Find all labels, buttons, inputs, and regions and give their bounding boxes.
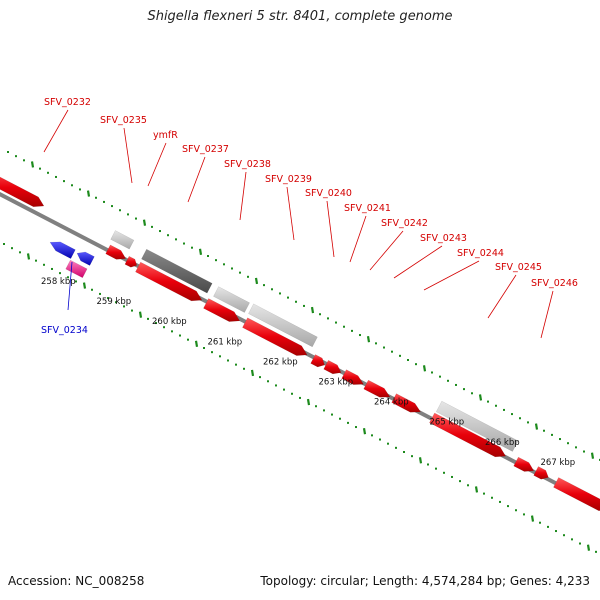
label-leader-line xyxy=(286,186,295,241)
gene-arrow-reverse xyxy=(49,241,76,259)
gc-mark xyxy=(534,423,539,430)
gene-arrow xyxy=(429,412,507,458)
accession-text: Accession: NC_008258 xyxy=(8,574,145,588)
label-leader-line xyxy=(147,142,167,187)
gene-label: SFV_0244 xyxy=(457,248,504,259)
gene-arrow xyxy=(533,466,549,480)
ruler-tick-label: 263 kbp xyxy=(319,378,354,388)
gc-skew-track xyxy=(3,151,600,553)
ruler-tick-label: 264 kbp xyxy=(374,398,409,408)
ruler-tick-label: 259 kbp xyxy=(97,297,132,307)
gene-label: SFV_0241 xyxy=(344,203,391,214)
pseudogene-bar xyxy=(248,303,318,348)
label-leader-line xyxy=(67,261,73,311)
gene-arrow xyxy=(513,456,535,472)
gene-label: SFV_0237 xyxy=(182,144,229,155)
label-leader-line xyxy=(123,127,133,184)
feature-track xyxy=(0,176,600,511)
ruler-tick-label: 267 kbp xyxy=(541,458,576,468)
gc-mark xyxy=(30,161,35,168)
gene-arrow xyxy=(341,369,364,385)
ruler-tick-label: 260 kbp xyxy=(152,317,187,327)
gene-arrow xyxy=(323,359,342,375)
gc-mark xyxy=(86,190,91,197)
gc-mark xyxy=(82,282,87,289)
gene-label: SFV_0234 xyxy=(41,325,88,336)
gc-mark xyxy=(138,311,143,318)
gene-arrow-sfv0232 xyxy=(0,176,45,207)
ruler-tick-label: 265 kbp xyxy=(430,418,465,428)
label-leader-line xyxy=(487,274,517,319)
label-leader-line xyxy=(393,245,443,279)
pseudogene-bar-dark xyxy=(141,248,213,294)
label-leader-line xyxy=(326,200,335,258)
genome-stats-text: Topology: circular; Length: 4,574,284 bp… xyxy=(260,574,590,588)
gene-arrow xyxy=(135,261,203,302)
gene-arrow-reverse xyxy=(76,251,95,266)
ruler-tick-label: 258 kbp xyxy=(41,277,76,287)
gene-arrow xyxy=(242,317,308,356)
pseudogene-bar xyxy=(110,230,135,250)
gene-label: SFV_0243 xyxy=(420,233,467,244)
label-track: SFV_0232 SFV_0235 ymfR SFV_0237 SFV_0238 SFV_… xyxy=(41,97,578,339)
gene-arrow xyxy=(310,354,325,368)
gene-arrow xyxy=(391,393,422,413)
gc-mark xyxy=(26,253,31,260)
gc-mark xyxy=(306,398,311,406)
gc-mark xyxy=(250,369,255,377)
gc-mark xyxy=(418,457,423,464)
label-leader-line xyxy=(43,109,69,153)
label-leader-line xyxy=(540,290,554,339)
gc-mark xyxy=(590,452,595,459)
pseudogene-bar xyxy=(435,400,519,452)
label-leader-line xyxy=(423,260,480,291)
gc-mark xyxy=(310,306,315,314)
gc-mark xyxy=(194,340,199,348)
gene-label: SFV_0239 xyxy=(265,174,312,185)
gc-mark xyxy=(254,277,259,285)
gc-mark xyxy=(198,248,203,256)
gc-track-inner xyxy=(3,243,597,553)
gene-arrow xyxy=(203,298,241,322)
gc-mark xyxy=(142,219,147,226)
gc-mark xyxy=(478,394,483,401)
gene-arrow xyxy=(553,477,600,511)
gene-label: SFV_0232 xyxy=(44,97,91,108)
genome-title: Shigella flexneri 5 str. 8401, complete … xyxy=(147,9,453,24)
gc-track-outer xyxy=(7,151,600,461)
rna-feature xyxy=(65,259,88,279)
gene-label: SFV_0242 xyxy=(381,218,428,229)
ruler-tick-label: 266 kbp xyxy=(485,438,520,448)
ruler-track: 258 kbp 259 kbp 260 kbp 261 kbp 262 kbp 263 k… xyxy=(41,277,575,468)
label-leader-line xyxy=(187,156,206,203)
gc-mark xyxy=(422,365,427,372)
gene-arrow xyxy=(363,379,391,398)
ruler-tick-label: 262 kbp xyxy=(263,357,298,367)
gene-label: SFV_0238 xyxy=(224,159,271,170)
gene-label: SFV_0246 xyxy=(531,278,578,289)
ruler-tick-label: 261 kbp xyxy=(208,337,243,347)
gene-label: SFV_0235 xyxy=(100,115,147,126)
label-leader-line xyxy=(369,230,404,271)
gc-mark xyxy=(362,428,367,435)
gene-label: SFV_0240 xyxy=(305,188,352,199)
gene-label: ymfR xyxy=(153,130,178,141)
gene-label: SFV_0245 xyxy=(495,262,542,273)
gc-mark xyxy=(474,486,479,493)
gene-arrow xyxy=(105,244,127,260)
gc-mark xyxy=(530,515,535,522)
gc-mark xyxy=(586,544,591,551)
label-leader-line xyxy=(239,171,247,221)
gene-arrow xyxy=(124,255,138,268)
gc-mark xyxy=(366,336,371,343)
pseudogene-bar xyxy=(213,286,250,313)
label-leader-line xyxy=(349,215,367,263)
